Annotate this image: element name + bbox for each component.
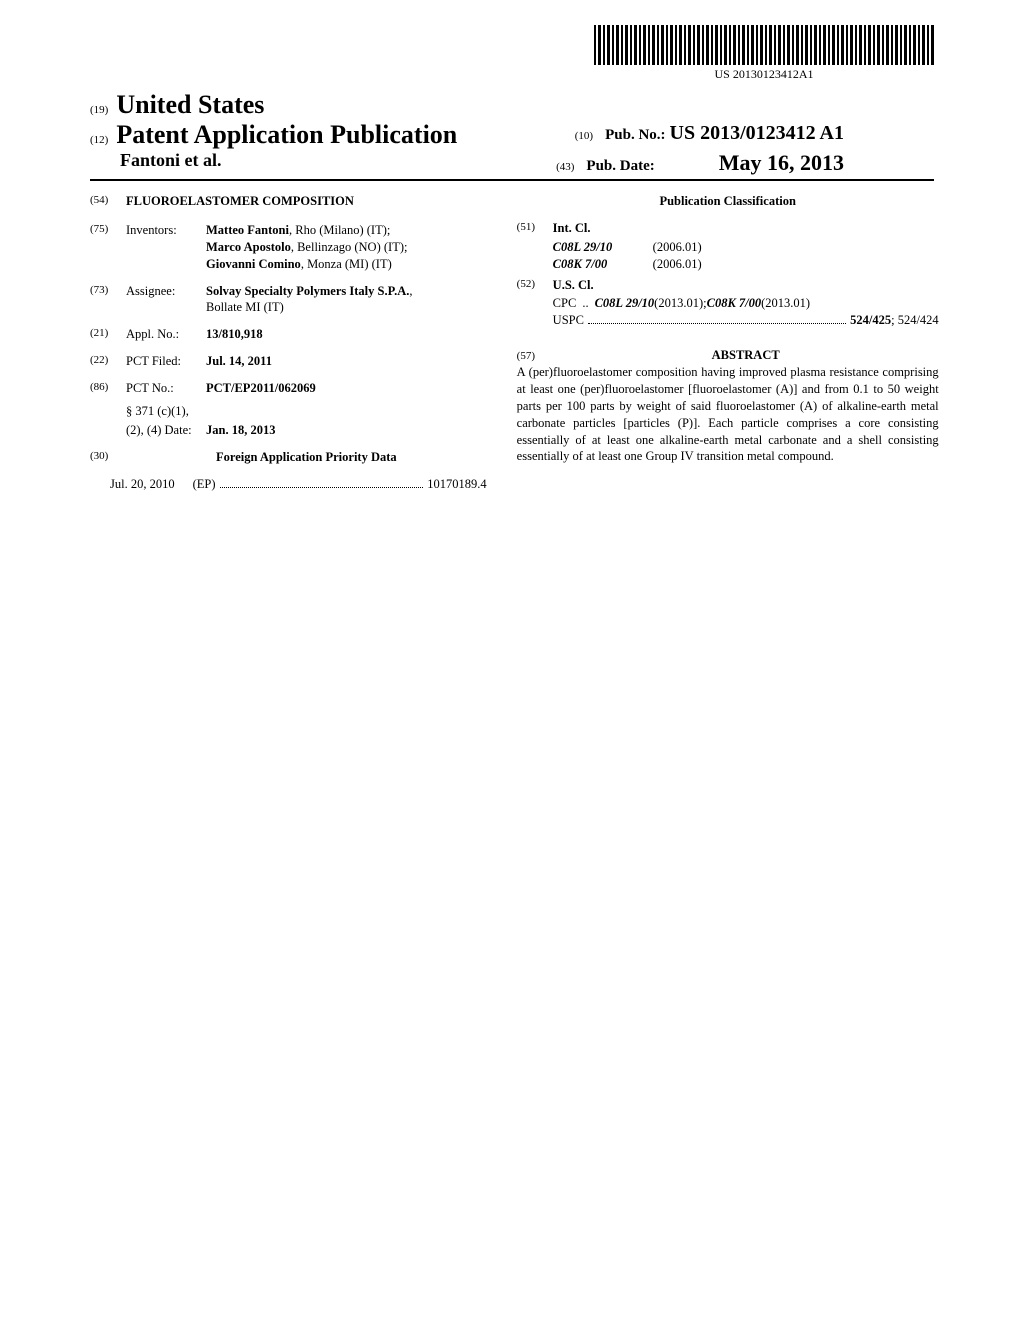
- uspc-1: 524/425: [850, 312, 891, 329]
- pub-no-code: (10): [575, 130, 593, 142]
- inventor-3-loc: , Monza (MI) (IT): [301, 257, 392, 271]
- dotted-fill: [220, 478, 424, 488]
- title-code: (54): [90, 193, 126, 210]
- abstract-text: A (per)fluoroelastomer composition havin…: [517, 364, 939, 465]
- document-header: (19) United States (12) Patent Applicati…: [90, 90, 934, 171]
- header-divider: [90, 179, 934, 181]
- pct-no: PCT/EP2011/062069: [206, 380, 316, 397]
- inventor-2-name: Marco Apostolo: [206, 240, 291, 254]
- priority-country: (EP): [193, 476, 216, 493]
- inventor-1-name: Matteo Fantoni: [206, 223, 289, 237]
- inventors-value: Matteo Fantoni, Rho (Milano) (IT); Marco…: [206, 222, 407, 273]
- inventors-code: (75): [90, 222, 126, 273]
- pub-date-label: Pub. Date:: [586, 158, 654, 174]
- authors: Fantoni et al.: [120, 150, 222, 171]
- barcode-text: US 20130123412A1: [594, 67, 934, 82]
- barcode-section: US 20130123412A1: [594, 25, 934, 82]
- uscl-label: U.S. Cl.: [553, 277, 594, 294]
- pct-filed-label: PCT Filed:: [126, 353, 206, 370]
- inventor-2-loc: , Bellinzago (NO) (IT);: [291, 240, 408, 254]
- pub-no-label: Pub. No.:: [605, 127, 665, 143]
- pub-type-code: (12): [90, 134, 108, 146]
- uspc-row: USPC 524/425; 524/424: [553, 312, 939, 329]
- pct-no-label: PCT No.:: [126, 380, 206, 397]
- country-code: (19): [90, 104, 108, 116]
- body-columns: (54) FLUOROELASTOMER COMPOSITION (75) In…: [90, 193, 934, 492]
- uspc-2: ; 524/424: [891, 312, 939, 329]
- country-name: United States: [116, 90, 264, 120]
- inventor-3-name: Giovanni Comino: [206, 257, 301, 271]
- intcl-1-year: (2006.01): [653, 239, 702, 256]
- publication-type: Patent Application Publication: [116, 120, 457, 150]
- uscl-code: (52): [517, 277, 553, 294]
- classification-heading: Publication Classification: [517, 193, 939, 210]
- priority-no: 10170189.4: [427, 476, 486, 493]
- cpc-dots: ..: [582, 295, 588, 312]
- inventors-label: Inventors:: [126, 222, 206, 273]
- priority-data-row: Jul. 20, 2010 (EP) 10170189.4: [110, 476, 487, 493]
- intcl-2: C08K 7/00: [553, 256, 653, 273]
- appl-label: Appl. No.:: [126, 326, 206, 343]
- assignee-code: (73): [90, 283, 126, 317]
- uspc-label: USPC: [553, 312, 584, 329]
- pct-filed-date: Jul. 14, 2011: [206, 353, 272, 370]
- pct-filed-code: (22): [90, 353, 126, 370]
- assignee-loc: Bollate MI (IT): [206, 300, 284, 314]
- intcl-2-year: (2006.01): [653, 256, 702, 273]
- appl-no: 13/810,918: [206, 326, 263, 343]
- pub-date-code: (43): [556, 161, 574, 173]
- dotted-fill-2: [588, 314, 846, 324]
- intcl-code: (51): [517, 220, 553, 237]
- cpc-1: C08L 29/10: [595, 295, 655, 312]
- cpc-row: CPC .. C08L 29/10 (2013.01); C08K 7/00 (…: [553, 295, 939, 312]
- cpc-label: CPC: [553, 295, 577, 312]
- priority-heading: Foreign Application Priority Data: [126, 449, 487, 466]
- cpc-2: C08K 7/00: [707, 295, 762, 312]
- abstract-code: (57): [517, 349, 553, 364]
- sect371-date-label: (2), (4) Date:: [126, 422, 206, 439]
- assignee-label: Assignee:: [126, 283, 206, 317]
- sect371-label: § 371 (c)(1),: [126, 403, 189, 420]
- barcode-graphic: [594, 25, 934, 65]
- priority-code: (30): [90, 449, 126, 466]
- left-column: (54) FLUOROELASTOMER COMPOSITION (75) In…: [90, 193, 487, 492]
- intcl-1: C08L 29/10: [553, 239, 653, 256]
- sect371-date: Jan. 18, 2013: [206, 422, 275, 439]
- assignee-name: Solvay Specialty Polymers Italy S.P.A.: [206, 284, 409, 298]
- invention-title: FLUOROELASTOMER COMPOSITION: [126, 193, 354, 210]
- cpc-2-year: (2013.01): [761, 295, 810, 312]
- cpc-1-year: (2013.01);: [654, 295, 706, 312]
- abstract-heading: ABSTRACT: [553, 347, 939, 364]
- pub-no: US 2013/0123412 A1: [670, 122, 844, 144]
- inventor-1-loc: , Rho (Milano) (IT);: [289, 223, 390, 237]
- pub-date: May 16, 2013: [719, 150, 844, 175]
- priority-date: Jul. 20, 2010: [110, 476, 175, 493]
- intcl-label: Int. Cl.: [553, 220, 591, 237]
- assignee-value: Solvay Specialty Polymers Italy S.P.A., …: [206, 283, 412, 317]
- right-column: Publication Classification (51) Int. Cl.…: [517, 193, 939, 492]
- pct-no-code: (86): [90, 380, 126, 397]
- appl-code: (21): [90, 326, 126, 343]
